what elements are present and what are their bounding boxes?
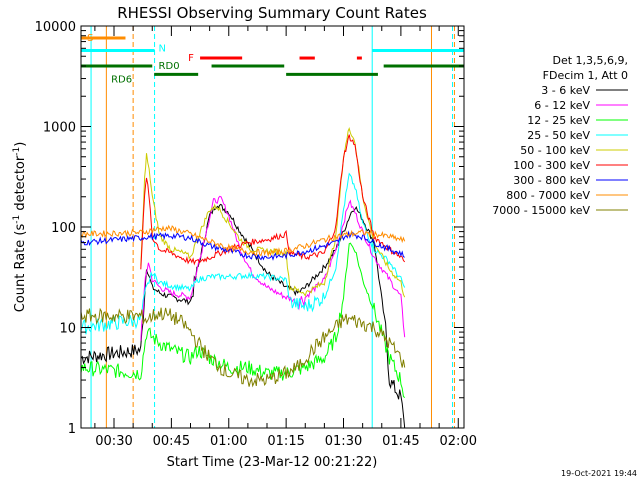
y-label-sup-1: -1 (12, 215, 22, 224)
x-tick-label: 00:30 (95, 434, 132, 449)
legend-header-2: FDecim 1, Att 0 (543, 69, 628, 82)
series-line-7 (81, 224, 406, 258)
y-tick-label: 1 (68, 422, 76, 437)
y-tick-label: 100 (51, 221, 76, 236)
x-axis-label: Start Time (23-Mar-12 00:21:22) (167, 455, 378, 470)
series-line-0 (81, 203, 406, 428)
axes: 1 10 100 1000 10000 00:30 00:45 01:00 01:15 01:30… (35, 20, 477, 449)
legend-label-2: 12 - 25 keV (527, 114, 590, 127)
series-lines (81, 127, 406, 428)
flag-label-rd0: RD0 (159, 61, 180, 72)
x-tick-label: 02:00 (440, 434, 477, 449)
x-tick-label: 01:45 (382, 434, 419, 449)
legend-label-1: 6 - 12 keV (534, 99, 590, 112)
flag-bars: S N F RD0 RD6 (81, 33, 464, 85)
x-tick-label: 01:00 (210, 434, 247, 449)
footer-date: 19-Oct-2021 19:44 (561, 469, 637, 478)
legend: Det 1,3,5,6,9, FDecim 1, Att 0 3 - 6 keV… (492, 54, 628, 217)
y-tick-label: 1000 (43, 121, 76, 136)
legend-label-6: 300 - 800 keV (513, 174, 590, 187)
plot-frame (80, 25, 465, 429)
series-line-4 (140, 127, 406, 298)
legend-label-7: 800 - 7000 keV (506, 189, 590, 202)
legend-header-1: Det 1,3,5,6,9, (552, 54, 628, 67)
series-line-3 (81, 172, 406, 335)
series-line-8 (81, 307, 406, 388)
x-tick-label: 00:45 (153, 434, 190, 449)
y-label-sup-2: -1 (12, 147, 22, 156)
y-label-detector: detector (13, 155, 28, 215)
chart-title: RHESSI Observing Summary Count Rates (117, 4, 427, 22)
x-tick-label: 01:15 (267, 434, 304, 449)
series-line-2 (81, 242, 406, 399)
x-tick-label: 01:30 (325, 434, 362, 449)
legend-label-5: 100 - 300 keV (513, 159, 590, 172)
flag-label-s: S (87, 33, 93, 44)
legend-label-3: 25 - 50 keV (527, 129, 590, 142)
series-line-1 (140, 195, 406, 341)
vertical-markers (90, 26, 455, 428)
flag-label-rd6: RD6 (111, 74, 132, 85)
legend-label-0: 3 - 6 keV (541, 84, 590, 97)
y-label-close: ) (13, 142, 28, 147)
y-tick-label: 10 (59, 322, 76, 337)
y-tick-label: 10000 (35, 20, 76, 35)
series-line-5 (140, 134, 406, 270)
flag-label-f: F (188, 53, 194, 64)
legend-label-8: 7000 - 15000 keV (492, 204, 590, 217)
flag-label-n: N (159, 44, 166, 55)
legend-label-4: 50 - 100 keV (520, 144, 590, 157)
y-axis-label: Count Rate (s-1 detector-1) (12, 142, 28, 313)
y-label-main: Count Rate (s (13, 224, 28, 313)
